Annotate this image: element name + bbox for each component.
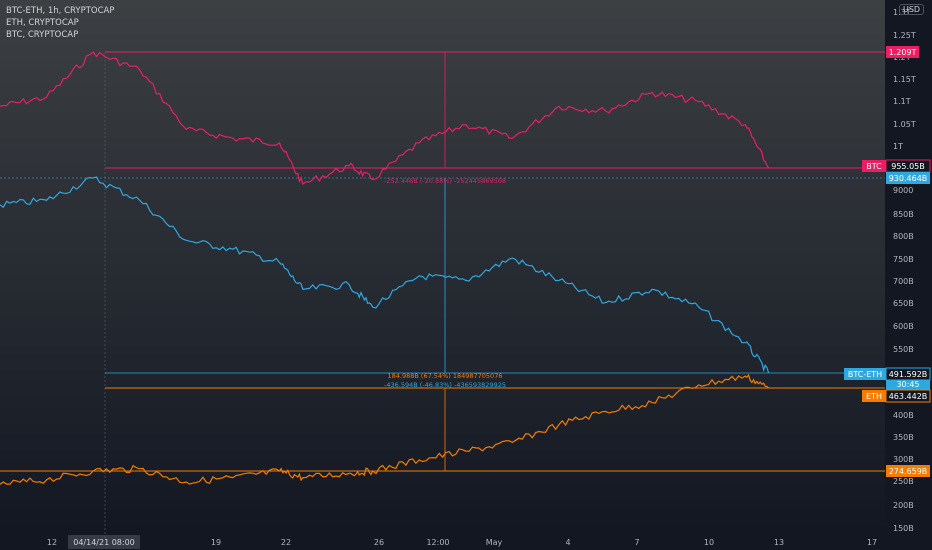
- legend-item-eth[interactable]: ETH, CRYPTOCAP: [6, 18, 79, 28]
- time-axis-tick: 17: [867, 538, 877, 547]
- time-axis-tick: 19: [211, 538, 221, 547]
- btc-eth-name-label: BTC-ETH: [848, 370, 882, 379]
- eth-low-label-box: [886, 465, 930, 477]
- price-axis-tick: 750B: [893, 255, 914, 264]
- time-axis-tick: 13: [774, 538, 784, 547]
- time-axis-tick: 4: [565, 538, 570, 547]
- eth-name-label-box: [862, 390, 886, 402]
- eth-price-label: 463.442B: [889, 392, 928, 401]
- btc-top-price-label: 1.209T: [889, 48, 917, 57]
- price-axis-tick: 350B: [893, 433, 914, 442]
- legend: BTC-ETH, 1h, CRYPTOCAP ETH, CRYPTOCAP BT…: [6, 5, 114, 41]
- price-axis-tick: 650B: [893, 299, 914, 308]
- price-axis-tick: 1.25T: [893, 31, 916, 40]
- price-axis-tick: 700B: [893, 277, 914, 286]
- eth-low-label: 274.659B: [889, 467, 928, 476]
- plot-background: [0, 0, 885, 532]
- btc-eth-name-label-box: [844, 368, 886, 380]
- btc-price-label-box: [886, 160, 930, 172]
- series-line-btc-eth: [0, 176, 770, 374]
- time-axis-tick: 10: [704, 538, 714, 547]
- eth-name-label: ETH: [866, 392, 882, 401]
- time-axis-tick: 22: [281, 538, 291, 547]
- btc-eth-alt-label-box: [886, 172, 930, 184]
- price-axis-tick: 850B: [893, 210, 914, 219]
- time-axis-tick: 7: [634, 538, 639, 547]
- price-axis-background: [885, 0, 932, 550]
- legend-item-btc-eth[interactable]: BTC-ETH, 1h, CRYPTOCAP: [6, 6, 115, 16]
- eth-range-annotation: 184.988B (67.54%) 184987705076: [388, 372, 503, 380]
- btc-name-label-box: [862, 160, 886, 172]
- time-axis-tick: 12:00: [426, 538, 449, 547]
- btc-eth-price-label: 491.592B: [889, 370, 928, 379]
- price-axis-tick: 550B: [893, 345, 914, 354]
- time-axis-tick: 26: [374, 538, 384, 547]
- series-line-eth: [0, 373, 769, 485]
- legend-item-btc[interactable]: BTC, CRYPTOCAP: [6, 30, 79, 40]
- price-axis-tick: 250B: [893, 477, 914, 486]
- price-axis-tick: 800B: [893, 232, 914, 241]
- price-axis-tick: 150B: [893, 524, 914, 533]
- price-axis-tick: 400B: [893, 411, 914, 420]
- btc-eth-price-label-box: [886, 368, 930, 380]
- series-line-btc: [0, 51, 770, 185]
- price-axis-tick: 1.1T: [893, 97, 911, 106]
- price-axis-tick: 200B: [893, 501, 914, 510]
- price-axis-tick: 1T: [893, 142, 903, 151]
- btc-eth-range-annotation: -436.594B (-46.83%) -436593829925: [384, 381, 506, 389]
- eth-price-label-border: [885, 389, 931, 403]
- price-axis-tick: 9000: [893, 186, 913, 195]
- price-axis-tick: 1.05T: [893, 120, 916, 129]
- time-axis-highlight: [68, 535, 140, 549]
- currency-badge[interactable]: USD: [899, 4, 925, 15]
- btc-top-price-label-box: [886, 46, 919, 58]
- time-axis-tick: May: [486, 538, 503, 547]
- btc-eth-countdown-label: 30:45: [896, 380, 919, 389]
- price-axis-tick: 1.15T: [893, 75, 916, 84]
- btc-price-label: 955.05B: [891, 162, 924, 171]
- btc-range-annotation: -252.446B (-20.88%) -252445869568: [384, 177, 506, 185]
- price-axis-tick: 300B: [893, 455, 914, 464]
- time-axis-background: [0, 532, 885, 550]
- time-axis-highlight-label: 04/14/21 08:00: [73, 538, 135, 547]
- btc-eth-countdown-label-box: [886, 380, 930, 390]
- btc-eth-alt-label: 930.464B: [889, 174, 928, 183]
- time-axis-tick: 12: [47, 538, 57, 547]
- eth-price-label-box: [886, 390, 930, 402]
- btc-name-label: BTC: [866, 162, 882, 171]
- price-axis-tick: 600B: [893, 322, 914, 331]
